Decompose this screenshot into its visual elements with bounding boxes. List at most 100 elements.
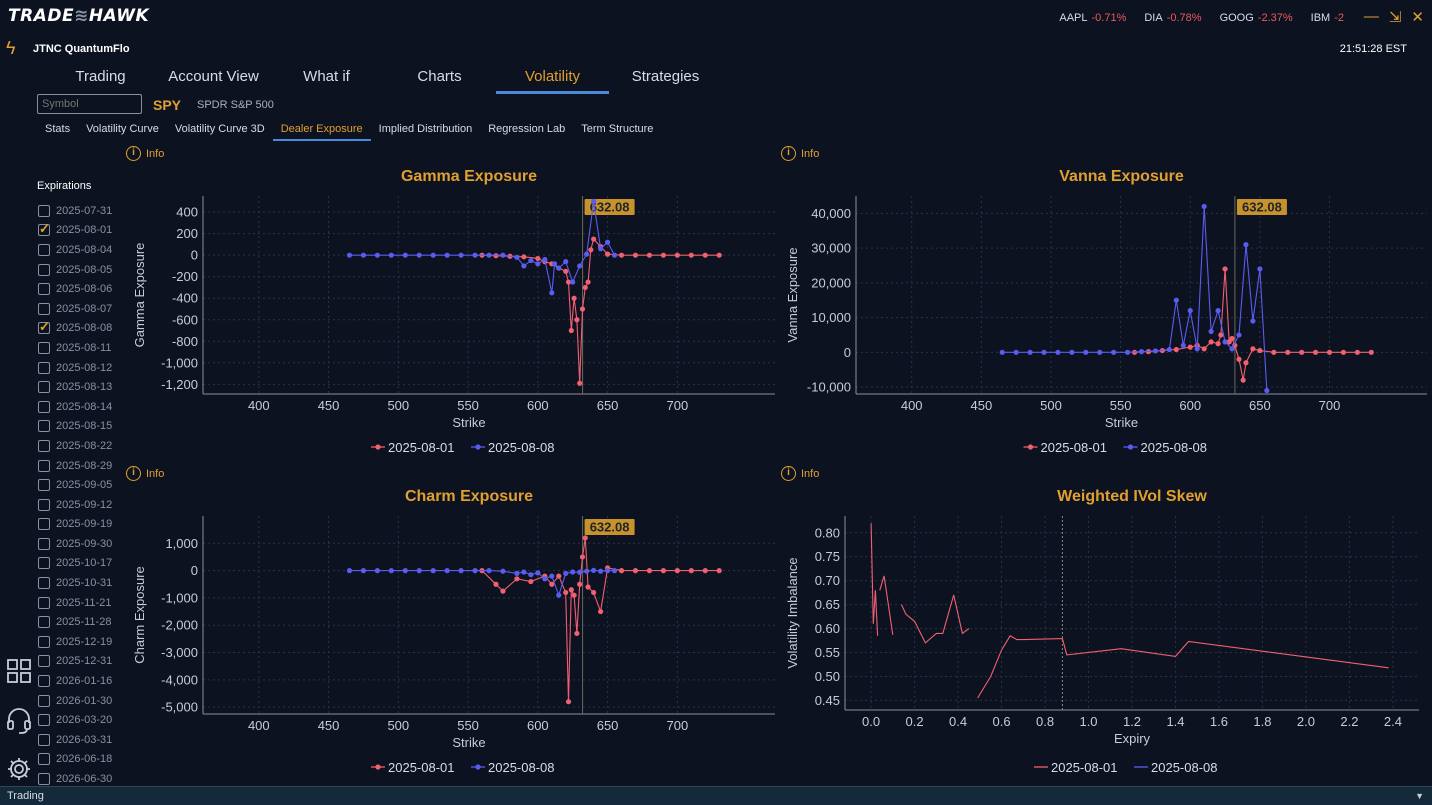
legend-item[interactable]: 2025-08-01 bbox=[1023, 440, 1108, 455]
status-dropdown-icon[interactable]: ▼ bbox=[1415, 791, 1424, 801]
data-point[interactable] bbox=[1243, 242, 1249, 248]
expiration-item[interactable]: 2026-01-30 bbox=[38, 691, 112, 711]
tab-trading[interactable]: Trading bbox=[75, 68, 126, 85]
data-point[interactable] bbox=[1368, 349, 1374, 355]
expiration-checkbox[interactable] bbox=[38, 302, 50, 315]
expiration-item[interactable]: 2026-06-30 bbox=[38, 769, 112, 789]
tab-strategies[interactable]: Strategies bbox=[631, 68, 700, 85]
data-point[interactable] bbox=[574, 630, 580, 637]
data-point[interactable] bbox=[577, 581, 583, 587]
headset-icon[interactable] bbox=[6, 707, 32, 741]
data-point[interactable] bbox=[1152, 348, 1159, 354]
expiration-checkbox[interactable] bbox=[38, 596, 50, 609]
data-point[interactable] bbox=[674, 252, 680, 258]
data-point[interactable] bbox=[565, 279, 572, 285]
data-point[interactable] bbox=[702, 252, 708, 258]
data-point[interactable] bbox=[1299, 349, 1305, 355]
expiration-item[interactable]: 2025-08-11 bbox=[38, 338, 112, 358]
data-point[interactable] bbox=[598, 608, 604, 615]
expiration-checkbox[interactable] bbox=[38, 753, 50, 766]
data-point[interactable] bbox=[591, 589, 597, 596]
data-point[interactable] bbox=[598, 246, 604, 252]
data-point[interactable] bbox=[556, 573, 562, 579]
subtab-volatility-curve[interactable]: Volatility Curve bbox=[86, 123, 159, 135]
expiration-item[interactable]: 2025-08-05 bbox=[38, 260, 112, 280]
expiration-checkbox[interactable] bbox=[38, 694, 50, 707]
data-point[interactable] bbox=[346, 252, 353, 258]
expiration-item[interactable]: 2025-08-29 bbox=[38, 456, 112, 476]
data-point[interactable] bbox=[1236, 332, 1242, 338]
expiration-item[interactable]: 2025-09-05 bbox=[38, 475, 112, 495]
data-point[interactable] bbox=[514, 254, 520, 260]
data-point[interactable] bbox=[585, 584, 591, 590]
data-point[interactable] bbox=[570, 569, 576, 575]
data-point[interactable] bbox=[346, 568, 353, 574]
expiration-item[interactable]: 2025-08-15 bbox=[38, 417, 112, 437]
tab-charts[interactable]: Charts bbox=[417, 68, 462, 85]
data-point[interactable] bbox=[458, 252, 464, 258]
data-point[interactable] bbox=[500, 252, 506, 258]
data-point[interactable] bbox=[582, 535, 588, 541]
data-point[interactable] bbox=[1138, 349, 1145, 355]
data-point[interactable] bbox=[588, 247, 594, 253]
data-point[interactable] bbox=[660, 252, 666, 258]
data-point[interactable] bbox=[388, 252, 394, 258]
data-point[interactable] bbox=[1173, 297, 1179, 303]
data-point[interactable] bbox=[1166, 346, 1172, 353]
subtab-volatility-curve-3d[interactable]: Volatility Curve 3D bbox=[174, 123, 265, 135]
expiration-item[interactable]: 2025-12-31 bbox=[38, 652, 112, 672]
expiration-checkbox[interactable] bbox=[38, 675, 50, 688]
expiration-item[interactable]: 2025-10-31 bbox=[38, 573, 112, 593]
data-point[interactable] bbox=[632, 568, 639, 574]
data-point[interactable] bbox=[591, 198, 597, 204]
expiration-checkbox[interactable] bbox=[38, 204, 50, 217]
data-point[interactable] bbox=[1069, 349, 1075, 355]
data-point[interactable] bbox=[500, 588, 506, 594]
data-point[interactable] bbox=[542, 256, 548, 263]
legend-item[interactable]: 2025-08-08 bbox=[471, 760, 555, 775]
data-point[interactable] bbox=[549, 290, 555, 296]
data-point[interactable] bbox=[500, 568, 506, 574]
legend-item[interactable]: 2025-08-08 bbox=[1123, 440, 1208, 455]
data-point[interactable] bbox=[402, 568, 408, 574]
data-point[interactable] bbox=[688, 252, 694, 258]
ticker-item[interactable]: IBM -2 bbox=[1311, 12, 1344, 24]
data-point[interactable] bbox=[1215, 308, 1221, 314]
data-point[interactable] bbox=[521, 254, 527, 260]
grid-icon[interactable] bbox=[6, 658, 32, 690]
data-point[interactable] bbox=[577, 380, 583, 386]
data-point[interactable] bbox=[563, 268, 569, 274]
legend-item[interactable]: 2025-08-01 bbox=[1034, 760, 1118, 775]
data-point[interactable] bbox=[611, 568, 618, 574]
data-point[interactable] bbox=[549, 581, 555, 587]
data-point[interactable] bbox=[535, 570, 541, 576]
tab-account-view[interactable]: Account View bbox=[168, 68, 259, 85]
data-point[interactable] bbox=[1201, 203, 1207, 210]
data-point[interactable] bbox=[1097, 349, 1103, 355]
data-point[interactable] bbox=[604, 251, 611, 257]
data-point[interactable] bbox=[646, 568, 653, 574]
expiration-item[interactable]: 2025-08-13 bbox=[38, 377, 112, 397]
gamma-exposure-chart[interactable]: Gamma Exposure 400 450 500 550 600 650 700 400 20… bbox=[130, 162, 780, 462]
data-point[interactable] bbox=[1250, 346, 1256, 352]
data-point[interactable] bbox=[618, 252, 625, 258]
expiration-item[interactable]: 2025-08-22 bbox=[38, 436, 112, 456]
ticker-item[interactable]: DIA -0.78% bbox=[1144, 12, 1201, 24]
data-point[interactable] bbox=[591, 567, 597, 573]
data-point[interactable] bbox=[1285, 349, 1291, 355]
expiration-checkbox[interactable] bbox=[38, 498, 50, 511]
data-point[interactable] bbox=[591, 236, 597, 242]
data-point[interactable] bbox=[1271, 349, 1277, 355]
expiration-item[interactable]: 2025-08-08 bbox=[38, 319, 112, 339]
expiration-checkbox[interactable] bbox=[38, 243, 50, 256]
data-point[interactable] bbox=[444, 252, 450, 258]
data-point[interactable] bbox=[360, 568, 367, 574]
data-point[interactable] bbox=[556, 265, 562, 271]
data-point[interactable] bbox=[646, 252, 653, 258]
data-point[interactable] bbox=[716, 252, 722, 258]
data-point[interactable] bbox=[604, 239, 611, 245]
data-point[interactable] bbox=[486, 568, 492, 574]
data-point[interactable] bbox=[549, 573, 555, 579]
data-point[interactable] bbox=[444, 568, 450, 574]
data-point[interactable] bbox=[611, 252, 618, 258]
